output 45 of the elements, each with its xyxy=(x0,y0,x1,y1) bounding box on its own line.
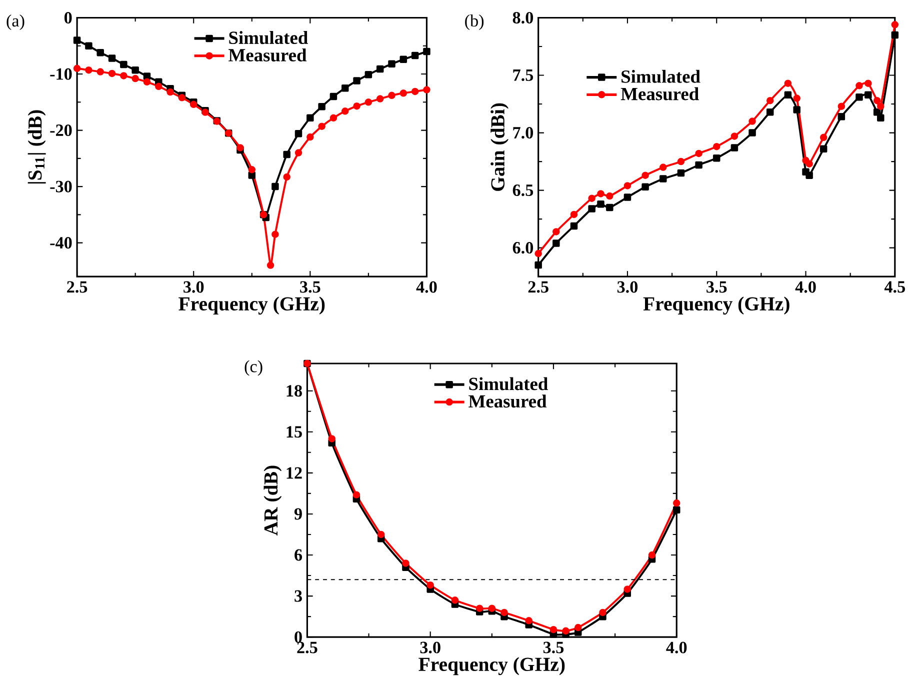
y-tick-label: 7.5 xyxy=(513,69,534,81)
legend-label: Measured xyxy=(228,48,307,62)
legend-label: Simulated xyxy=(622,70,700,83)
y-axis-title: |S$_{11}$| (dB) xyxy=(28,110,46,184)
chart-title: (c) xyxy=(244,360,262,376)
y-tick-label: 12 xyxy=(286,467,302,478)
y-tick-label: -30 xyxy=(50,180,72,192)
x-axis-title: Frequency (GHz) xyxy=(178,296,325,314)
legend-label: Measured xyxy=(620,87,699,100)
y-tick-label: 6 xyxy=(294,549,302,561)
x-axis-title: Frequency (GHz) xyxy=(418,656,565,675)
x-tick-label: 2.5 xyxy=(528,281,548,293)
y-tick-label: 6.0 xyxy=(512,242,534,254)
chart-title: (b) xyxy=(465,14,484,30)
y-tick-label: 0 xyxy=(64,12,72,24)
y-tick-label: 0 xyxy=(294,631,302,643)
x-tick-label: 3.0 xyxy=(420,642,440,654)
x-tick-label: 3.0 xyxy=(617,281,638,293)
x-tick-label: 2.5 xyxy=(67,281,88,293)
y-tick-label: 7.0 xyxy=(513,126,534,138)
y-tick-label: -10 xyxy=(50,68,72,80)
x-tick-label: 4.0 xyxy=(416,281,437,293)
y-tick-label: 18 xyxy=(286,384,302,396)
chart-title: (a) xyxy=(6,14,24,30)
y-tick-label: -20 xyxy=(50,124,72,136)
x-tick-label: 3.5 xyxy=(300,281,320,293)
legend-label: Simulated xyxy=(229,30,308,44)
y-tick-label: 3 xyxy=(294,590,302,602)
y-tick-label: 9 xyxy=(294,508,302,520)
x-tick-label: 3.5 xyxy=(706,281,727,293)
y-tick-label: 8.0 xyxy=(512,12,534,24)
x-tick-label: 3.0 xyxy=(184,281,204,293)
x-tick-label: 4.5 xyxy=(884,281,905,293)
x-tick-label: 4.0 xyxy=(795,281,816,293)
legend-label: Measured xyxy=(468,394,547,408)
y-axis-title: Gain (dBi) xyxy=(490,103,509,191)
y-tick-label: 6.5 xyxy=(512,184,534,196)
x-tick-label: 3.5 xyxy=(543,642,564,654)
y-tick-label: -40 xyxy=(50,236,72,248)
y-axis-title: AR (dB) xyxy=(264,466,282,536)
y-tick-label: 15 xyxy=(286,426,302,438)
x-tick-label: 2.5 xyxy=(297,642,318,654)
x-axis-title: Frequency (GHz) xyxy=(643,296,790,314)
x-tick-label: 4.0 xyxy=(666,642,687,654)
legend-label: Simulated xyxy=(469,377,548,390)
